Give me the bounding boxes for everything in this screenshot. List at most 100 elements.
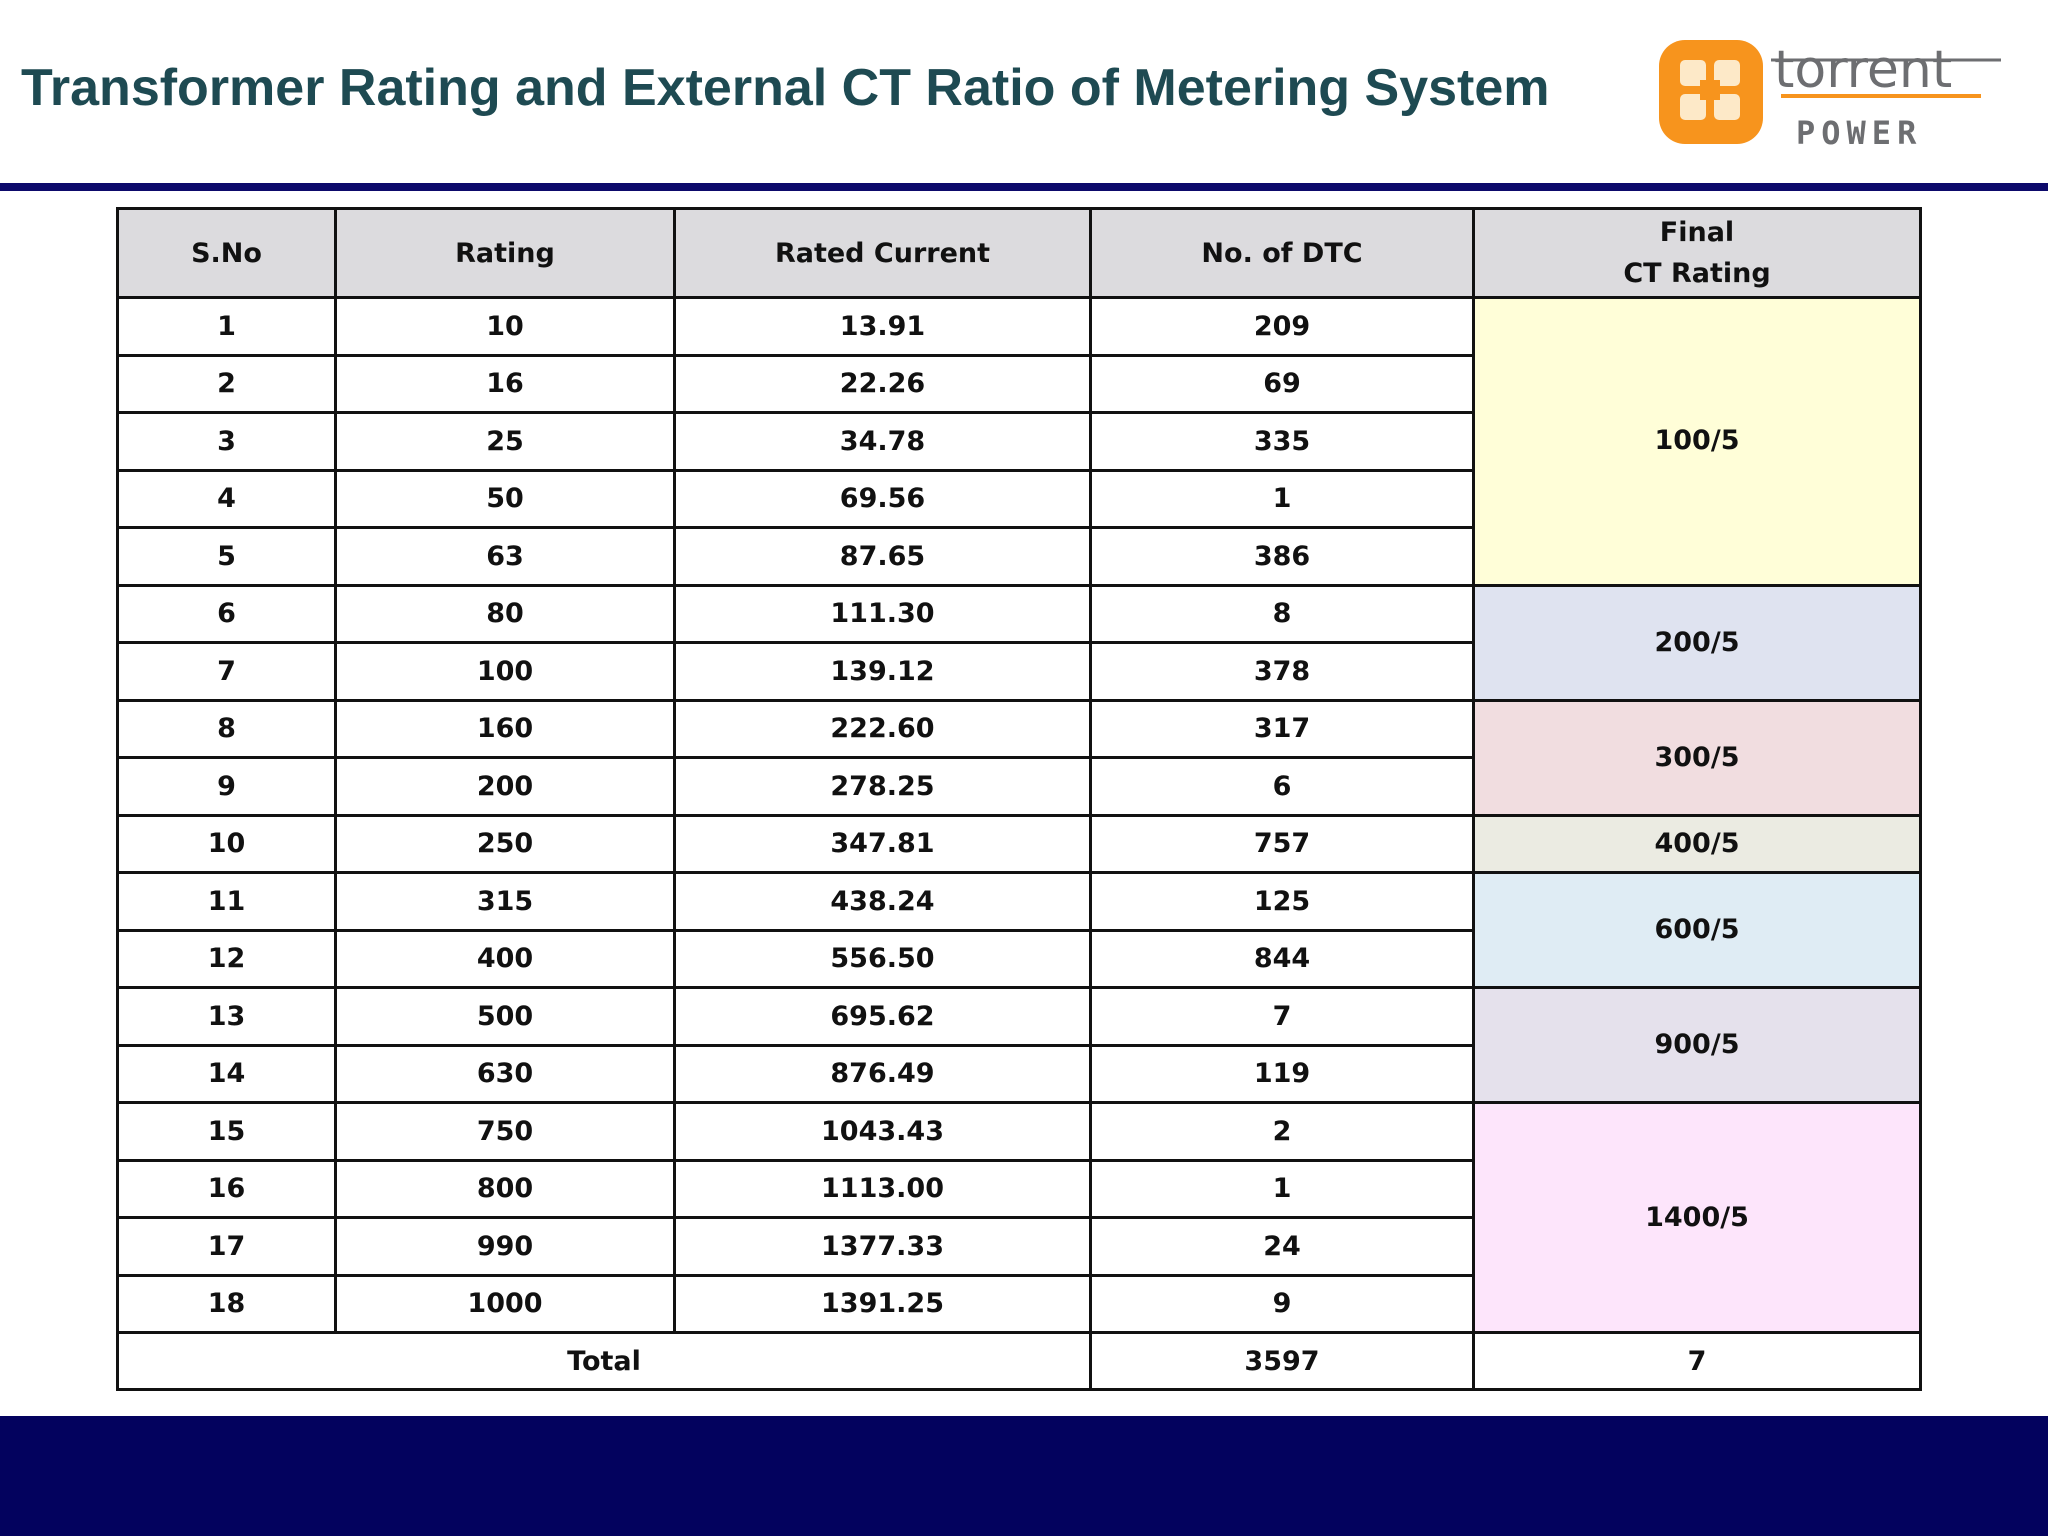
cell-rated-current: 222.60 — [673, 698, 1092, 759]
cell-rating: 50 — [334, 468, 676, 529]
cell-rating: 63 — [334, 526, 676, 587]
cell-final-ct-rating: 400/5 — [1472, 813, 1922, 874]
cell-rated-current: 438.24 — [673, 871, 1092, 932]
cell-sno: 9 — [116, 756, 337, 817]
cell-rating: 630 — [334, 1043, 676, 1104]
cell-no-of-dtc: 125 — [1089, 871, 1475, 932]
table-row: 14 630 876.49 119 — [116, 1043, 1921, 1104]
cell-sno: 18 — [116, 1273, 337, 1334]
table-row: 1 10 13.91 209 100/5 — [116, 296, 1922, 587]
table-row: 15 750 1043.43 2 1400/5 — [116, 1101, 1922, 1334]
table-row: 12 400 556.50 844 — [116, 928, 1921, 989]
cell-rated-current: 1391.25 — [673, 1273, 1092, 1334]
table-row: 11 315 438.24 125 600/5 — [116, 871, 1922, 989]
cell-rating: 10 — [334, 296, 676, 357]
cell-sno: 1 — [116, 296, 337, 357]
cell-sno: 8 — [116, 698, 337, 759]
cell-final-ct-rating: 1400/5 — [1472, 1101, 1922, 1334]
cell-rating: 160 — [334, 698, 676, 759]
cell-sno: 3 — [116, 411, 337, 472]
cell-no-of-dtc: 69 — [1089, 353, 1475, 414]
ct-ratio-table: S.No Rating Rated Current No. of DTC Fin… — [116, 207, 1922, 1391]
cell-no-of-dtc: 844 — [1089, 928, 1475, 989]
cell-rated-current: 695.62 — [673, 986, 1092, 1047]
table-row: 13 500 695.62 7 900/5 — [116, 986, 1922, 1104]
table-row: 6 80 111.30 8 200/5 — [116, 583, 1922, 702]
total-ct: 7 — [1472, 1331, 1922, 1391]
table-row: 4 50 69.56 1 — [116, 468, 1921, 529]
table-row: 8 160 222.60 317 300/5 — [116, 698, 1922, 817]
cell-rating: 25 — [334, 411, 676, 472]
logo-wordmark-torrent: torrent — [1774, 40, 1952, 100]
header-rule — [0, 183, 2048, 191]
cell-sno: 4 — [116, 468, 337, 529]
cell-rated-current: 1113.00 — [673, 1158, 1092, 1219]
cell-no-of-dtc: 378 — [1089, 641, 1475, 702]
cell-sno: 6 — [116, 583, 337, 644]
table-row: 3 25 34.78 335 — [116, 411, 1921, 472]
cell-rated-current: 347.81 — [673, 813, 1092, 874]
cell-no-of-dtc: 8 — [1089, 583, 1475, 644]
cell-no-of-dtc: 2 — [1089, 1101, 1475, 1162]
cell-rating: 16 — [334, 353, 676, 414]
table-row: 9 200 278.25 6 — [116, 756, 1921, 817]
cell-rated-current: 111.30 — [673, 583, 1092, 644]
cell-no-of-dtc: 119 — [1089, 1043, 1475, 1104]
cell-rating: 400 — [334, 928, 676, 989]
col-header-rated-current: Rated Current — [673, 207, 1092, 299]
cell-no-of-dtc: 757 — [1089, 813, 1475, 874]
cell-no-of-dtc: 386 — [1089, 526, 1475, 587]
cell-final-ct-rating: 200/5 — [1472, 583, 1922, 702]
cell-no-of-dtc: 7 — [1089, 986, 1475, 1047]
cell-rating: 100 — [334, 641, 676, 702]
cell-no-of-dtc: 335 — [1089, 411, 1475, 472]
cell-rated-current: 1043.43 — [673, 1101, 1092, 1162]
table-row: 16 800 1113.00 1 — [116, 1158, 1921, 1219]
page-title: Transformer Rating and External CT Ratio… — [21, 59, 1550, 117]
cell-no-of-dtc: 1 — [1089, 1158, 1475, 1219]
cell-sno: 15 — [116, 1101, 337, 1162]
col-header-sno: S.No — [116, 207, 337, 299]
table-row: 5 63 87.65 386 — [116, 526, 1921, 587]
cell-sno: 17 — [116, 1216, 337, 1277]
cell-rated-current: 139.12 — [673, 641, 1092, 702]
cell-sno: 14 — [116, 1043, 337, 1104]
cell-final-ct-rating: 300/5 — [1472, 698, 1922, 817]
cell-rating: 990 — [334, 1216, 676, 1277]
cell-final-ct-rating: 900/5 — [1472, 986, 1922, 1104]
cell-no-of-dtc: 24 — [1089, 1216, 1475, 1277]
cell-final-ct-rating: 600/5 — [1472, 871, 1922, 989]
cell-no-of-dtc: 6 — [1089, 756, 1475, 817]
col-header-no-of-dtc: No. of DTC — [1089, 207, 1475, 299]
total-row: Total 3597 7 — [116, 1331, 1922, 1391]
cell-rating: 80 — [334, 583, 676, 644]
cell-rated-current: 69.56 — [673, 468, 1092, 529]
col-header-final-ct-rating: Final CT Rating — [1472, 207, 1922, 299]
logo-wordmark-power: POWER — [1796, 114, 1922, 152]
table-row: 2 16 22.26 69 — [116, 353, 1921, 414]
total-dtc: 3597 — [1089, 1331, 1475, 1391]
col-header-rating: Rating — [334, 207, 676, 299]
cell-rating: 315 — [334, 871, 676, 932]
cell-no-of-dtc: 209 — [1089, 296, 1475, 357]
cell-no-of-dtc: 9 — [1089, 1273, 1475, 1334]
cell-no-of-dtc: 317 — [1089, 698, 1475, 759]
cell-rating: 500 — [334, 986, 676, 1047]
cell-rated-current: 876.49 — [673, 1043, 1092, 1104]
cell-rating: 200 — [334, 756, 676, 817]
cell-sno: 13 — [116, 986, 337, 1047]
table-body: 1 10 13.91 209 100/5 2 16 22.26 69 3 25 34.78 335 4 50… — [116, 296, 1922, 1334]
table-row: 7 100 139.12 378 — [116, 641, 1921, 702]
cell-sno: 11 — [116, 871, 337, 932]
cell-rating: 250 — [334, 813, 676, 874]
cell-rated-current: 22.26 — [673, 353, 1092, 414]
cell-final-ct-rating: 100/5 — [1472, 296, 1922, 587]
cell-sno: 2 — [116, 353, 337, 414]
torrent-power-logo: torrent POWER — [1659, 40, 2001, 152]
cell-sno: 12 — [116, 928, 337, 989]
cell-sno: 7 — [116, 641, 337, 702]
cell-sno: 16 — [116, 1158, 337, 1219]
footer-bar — [0, 1416, 2048, 1536]
cell-rated-current: 1377.33 — [673, 1216, 1092, 1277]
cell-rating: 750 — [334, 1101, 676, 1162]
